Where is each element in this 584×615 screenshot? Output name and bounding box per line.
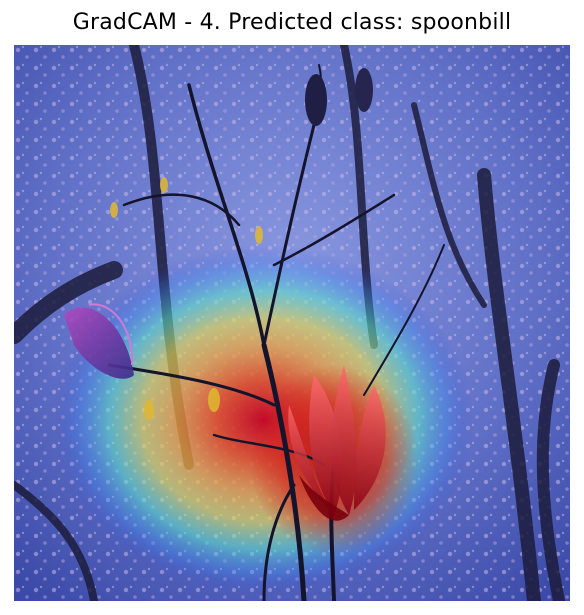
magnolia-flower	[288, 365, 386, 521]
figure-title: GradCAM - 4. Predicted class: spoonbill	[72, 10, 512, 35]
small-buds	[110, 177, 263, 420]
gradcam-overlay-svg	[14, 45, 570, 601]
left-magnolia-bud	[64, 303, 134, 379]
top-buds	[305, 68, 373, 126]
gradcam-image	[14, 45, 570, 601]
